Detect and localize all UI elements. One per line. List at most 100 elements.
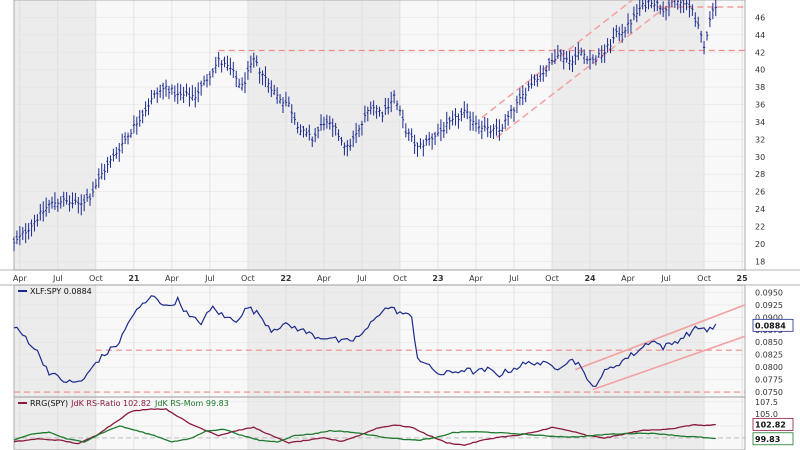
price-bar — [68, 195, 71, 212]
price-bar — [667, 0, 671, 17]
price-bar — [635, 4, 639, 23]
price-bar — [600, 45, 603, 64]
price-bar — [33, 214, 36, 232]
price-bar — [65, 192, 68, 205]
price-y-tick-label: 32 — [755, 135, 765, 144]
price-bar — [661, 1, 665, 17]
rrg-y-tick-label: 105.0 — [755, 410, 778, 419]
price-bar — [647, 0, 650, 10]
x-tick-label: Apr — [621, 274, 636, 283]
price-bar — [246, 61, 250, 80]
price-bar — [580, 47, 583, 56]
price-bar — [18, 225, 22, 246]
price-channel-line — [481, 0, 634, 119]
background-layer — [14, 0, 745, 450]
price-bar — [159, 84, 162, 98]
price-bar — [574, 46, 577, 65]
price-bar — [211, 68, 215, 78]
price-bar — [226, 55, 229, 71]
price-bar — [445, 111, 448, 134]
price-bar — [671, 0, 673, 8]
price-bar — [568, 50, 571, 71]
price-bar — [346, 140, 349, 157]
year-band-price — [704, 0, 745, 270]
price-bar — [100, 163, 103, 180]
price-bar — [340, 136, 343, 146]
price-bar — [369, 101, 372, 115]
price-bar — [120, 133, 124, 154]
price-bar — [606, 38, 609, 53]
price-bar — [366, 106, 370, 122]
price-bar — [202, 75, 206, 86]
price-bar — [439, 119, 443, 142]
price-bar — [351, 130, 355, 148]
price-bar — [626, 13, 630, 34]
price-bar — [436, 123, 440, 137]
price-bar — [515, 95, 519, 114]
price-bar — [349, 138, 352, 151]
price-bar — [290, 104, 293, 124]
price-bar — [261, 70, 264, 86]
price-bar — [413, 134, 416, 154]
price-bar — [501, 123, 504, 133]
price-bar — [357, 124, 361, 138]
price-bar — [343, 142, 346, 156]
rrg-legend-prefix: RRG(SPY) — [30, 399, 68, 408]
price-bar — [123, 132, 127, 145]
price-bar — [705, 31, 709, 41]
price-bar — [170, 84, 174, 95]
price-bar — [372, 100, 375, 116]
price-bar — [85, 188, 89, 202]
price-bar — [506, 110, 510, 126]
price-bar — [147, 98, 150, 116]
price-bar — [302, 125, 305, 138]
price-bar — [392, 90, 396, 104]
rrg-series-line — [13, 407, 716, 446]
price-bar — [428, 131, 431, 146]
price-bar — [12, 236, 16, 252]
price-bar — [401, 109, 405, 129]
price-bar — [676, 0, 679, 10]
price-bar — [115, 146, 118, 159]
year-band-price — [14, 0, 96, 270]
price-bar — [547, 57, 551, 71]
rrg-series-line — [13, 425, 716, 443]
price-bar — [387, 97, 390, 115]
rs-y-tick-label: 0.0800 — [755, 363, 783, 372]
price-bar — [103, 163, 106, 181]
price-bar — [577, 42, 580, 61]
rs-y-tick-label: 0.0925 — [755, 301, 783, 310]
price-bar — [229, 57, 232, 76]
price-bar — [232, 61, 235, 78]
price-bar — [132, 115, 136, 134]
price-y-tick-label: 40 — [755, 66, 765, 75]
price-bar — [179, 84, 182, 101]
price-bar — [188, 87, 191, 107]
year-band-rrg — [704, 397, 745, 450]
panel-frame-rrg — [13, 396, 746, 450]
rs-channel-line — [592, 335, 746, 391]
price-bar — [50, 196, 54, 209]
x-tick-label: Apr — [13, 274, 28, 283]
price-bar — [185, 83, 188, 97]
price-y-tick-label: 46 — [755, 13, 765, 22]
price-bar — [275, 87, 279, 104]
price-bar — [398, 105, 402, 116]
price-bar — [240, 77, 244, 91]
rs-y-tick-label: 0.0750 — [755, 388, 783, 397]
x-tick-label: Apr — [317, 274, 332, 283]
price-channel-line — [495, 0, 676, 139]
price-bar — [480, 120, 484, 140]
price-bar — [135, 116, 139, 135]
price-bar — [638, 0, 641, 17]
price-bar — [173, 85, 177, 102]
price-bar — [533, 74, 536, 86]
price-bar — [153, 90, 156, 99]
rrg-legend-ratio: JdK RS-Ratio 102.82 — [70, 399, 151, 408]
price-bar — [267, 78, 270, 93]
rs-last-value-label: 0.0884 — [755, 321, 786, 330]
price-bar — [197, 82, 200, 103]
price-bar — [156, 87, 159, 103]
price-y-tick-label: 38 — [755, 83, 765, 92]
price-bar — [588, 50, 592, 70]
